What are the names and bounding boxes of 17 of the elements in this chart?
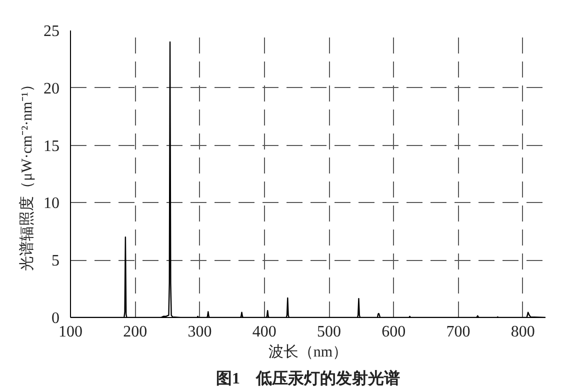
x-tick-label: 600 (382, 324, 406, 340)
y-tick-label: 15 (44, 138, 60, 155)
x-tick-label: 300 (188, 324, 212, 340)
x-tick-label: 200 (123, 324, 148, 340)
x-tick-label: 400 (252, 324, 276, 340)
y-axis-title: 光谱辐照度（μW·cm⁻²·nm⁻¹） (18, 77, 36, 271)
y-tick-label: 10 (44, 195, 60, 212)
x-tick-label: 800 (510, 324, 535, 340)
x-axis-title: 波长（nm） (268, 344, 348, 360)
text: 图1 低压汞灯的发射光谱 (216, 370, 400, 388)
y-tick-label: 0 (52, 310, 60, 327)
x-tick-label: 700 (446, 324, 470, 340)
y-tick-label: 5 (52, 252, 60, 270)
x-tick-label: 500 (317, 324, 342, 340)
x-tick-label: 100 (58, 324, 82, 340)
y-tick-label: 25 (44, 23, 60, 40)
y-tick-label: 20 (44, 80, 60, 98)
